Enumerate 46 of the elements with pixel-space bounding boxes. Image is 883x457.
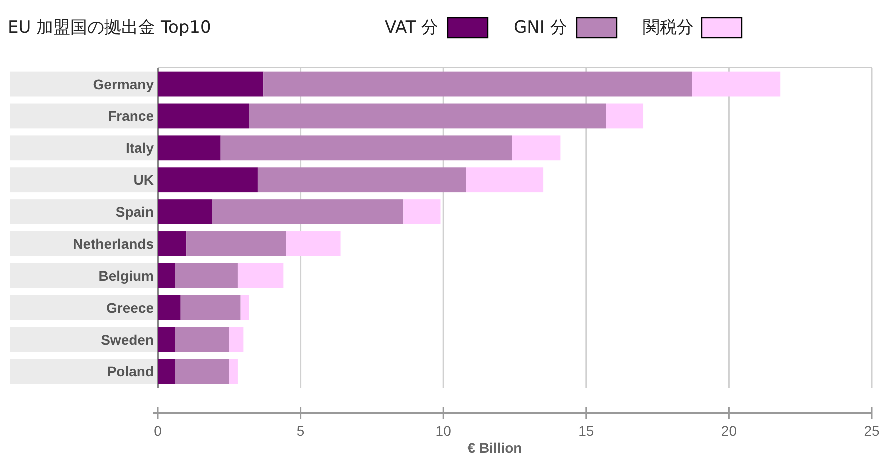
bar <box>180 295 241 320</box>
bar <box>258 168 466 193</box>
x-tick-label: 15 <box>578 423 594 439</box>
x-axis-title: € Billion <box>468 440 522 456</box>
x-tick-label: 0 <box>154 423 162 439</box>
legend-label: 関税分 <box>643 18 694 38</box>
bar <box>158 263 176 288</box>
x-tick-label: 10 <box>436 423 452 439</box>
bar <box>229 359 238 384</box>
bar <box>249 104 606 129</box>
y-tick-label: Poland <box>107 364 154 380</box>
bar <box>404 200 441 224</box>
bar <box>286 232 341 256</box>
y-tick-label: Sweden <box>101 332 154 348</box>
bar <box>212 200 404 224</box>
bar <box>186 232 287 256</box>
y-tick-label: Belgium <box>98 268 154 284</box>
chart-title: EU 加盟国の拠出金 Top10 <box>8 18 212 38</box>
bar <box>264 72 692 97</box>
bar <box>606 104 644 129</box>
bar <box>512 136 561 161</box>
bar <box>240 295 250 320</box>
bar <box>175 263 238 288</box>
y-tick-label: France <box>108 108 154 124</box>
y-tick-label: Germany <box>93 76 154 92</box>
y-tick-label: Greece <box>106 300 154 316</box>
bar <box>220 136 512 161</box>
bar <box>175 359 230 384</box>
y-tick-label: Spain <box>116 204 154 220</box>
x-tick-label: 25 <box>864 423 880 439</box>
x-tick-label: 5 <box>296 423 305 439</box>
legend-label: GNI 分 <box>514 18 568 38</box>
bar <box>158 232 187 256</box>
bar <box>175 327 230 352</box>
bar <box>158 295 181 320</box>
y-tick-label: Netherlands <box>73 236 154 252</box>
bar <box>466 168 544 193</box>
y-tick-label: Italy <box>126 140 154 156</box>
bar <box>158 359 176 384</box>
bar <box>229 327 244 352</box>
bar <box>238 263 284 288</box>
bar <box>692 72 781 97</box>
y-tick-label: UK <box>134 172 154 188</box>
legend-label: VAT 分 <box>385 18 439 38</box>
x-tick-label: 20 <box>721 423 738 439</box>
bar <box>158 327 176 352</box>
